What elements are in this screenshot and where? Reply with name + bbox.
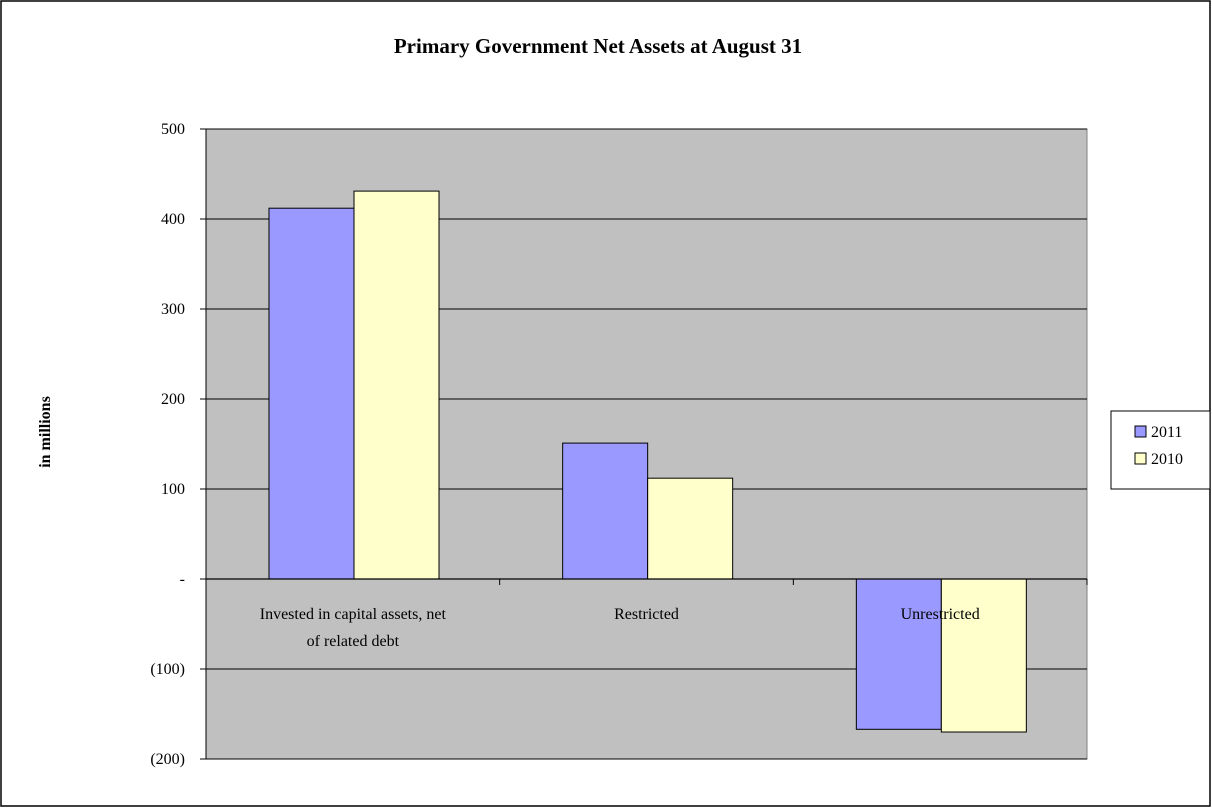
bar-2010 (647, 477, 734, 580)
y-tick-label: 500 (161, 121, 185, 138)
bar-2010 (940, 578, 1027, 733)
x-category-label: Unrestricted (901, 606, 980, 623)
legend-label: 2011 (1151, 424, 1182, 441)
y-tick-label: (100) (150, 661, 185, 678)
bar-2011 (562, 442, 649, 580)
legend-swatch (1134, 425, 1147, 438)
legend-swatch (1134, 452, 1147, 465)
bar-2011 (268, 207, 355, 580)
x-category-label: of related debt (307, 633, 400, 650)
y-tick-label: - (180, 571, 185, 588)
y-axis-title: in millions (37, 396, 54, 468)
legend-label: 2010 (1151, 451, 1183, 468)
y-tick-label: (200) (150, 751, 185, 768)
legend-box (1110, 410, 1211, 490)
x-category-label: Restricted (614, 606, 679, 623)
y-tick-label: 200 (161, 391, 185, 408)
chart-title: Primary Government Net Assets at August … (394, 34, 802, 58)
bar-2010 (353, 190, 440, 580)
y-tick-label: 300 (161, 301, 185, 318)
x-category-label: Invested in capital assets, net (260, 606, 447, 623)
y-tick-label: 400 (161, 211, 185, 228)
bar-2011 (855, 578, 942, 730)
y-tick-label: 100 (161, 481, 185, 498)
